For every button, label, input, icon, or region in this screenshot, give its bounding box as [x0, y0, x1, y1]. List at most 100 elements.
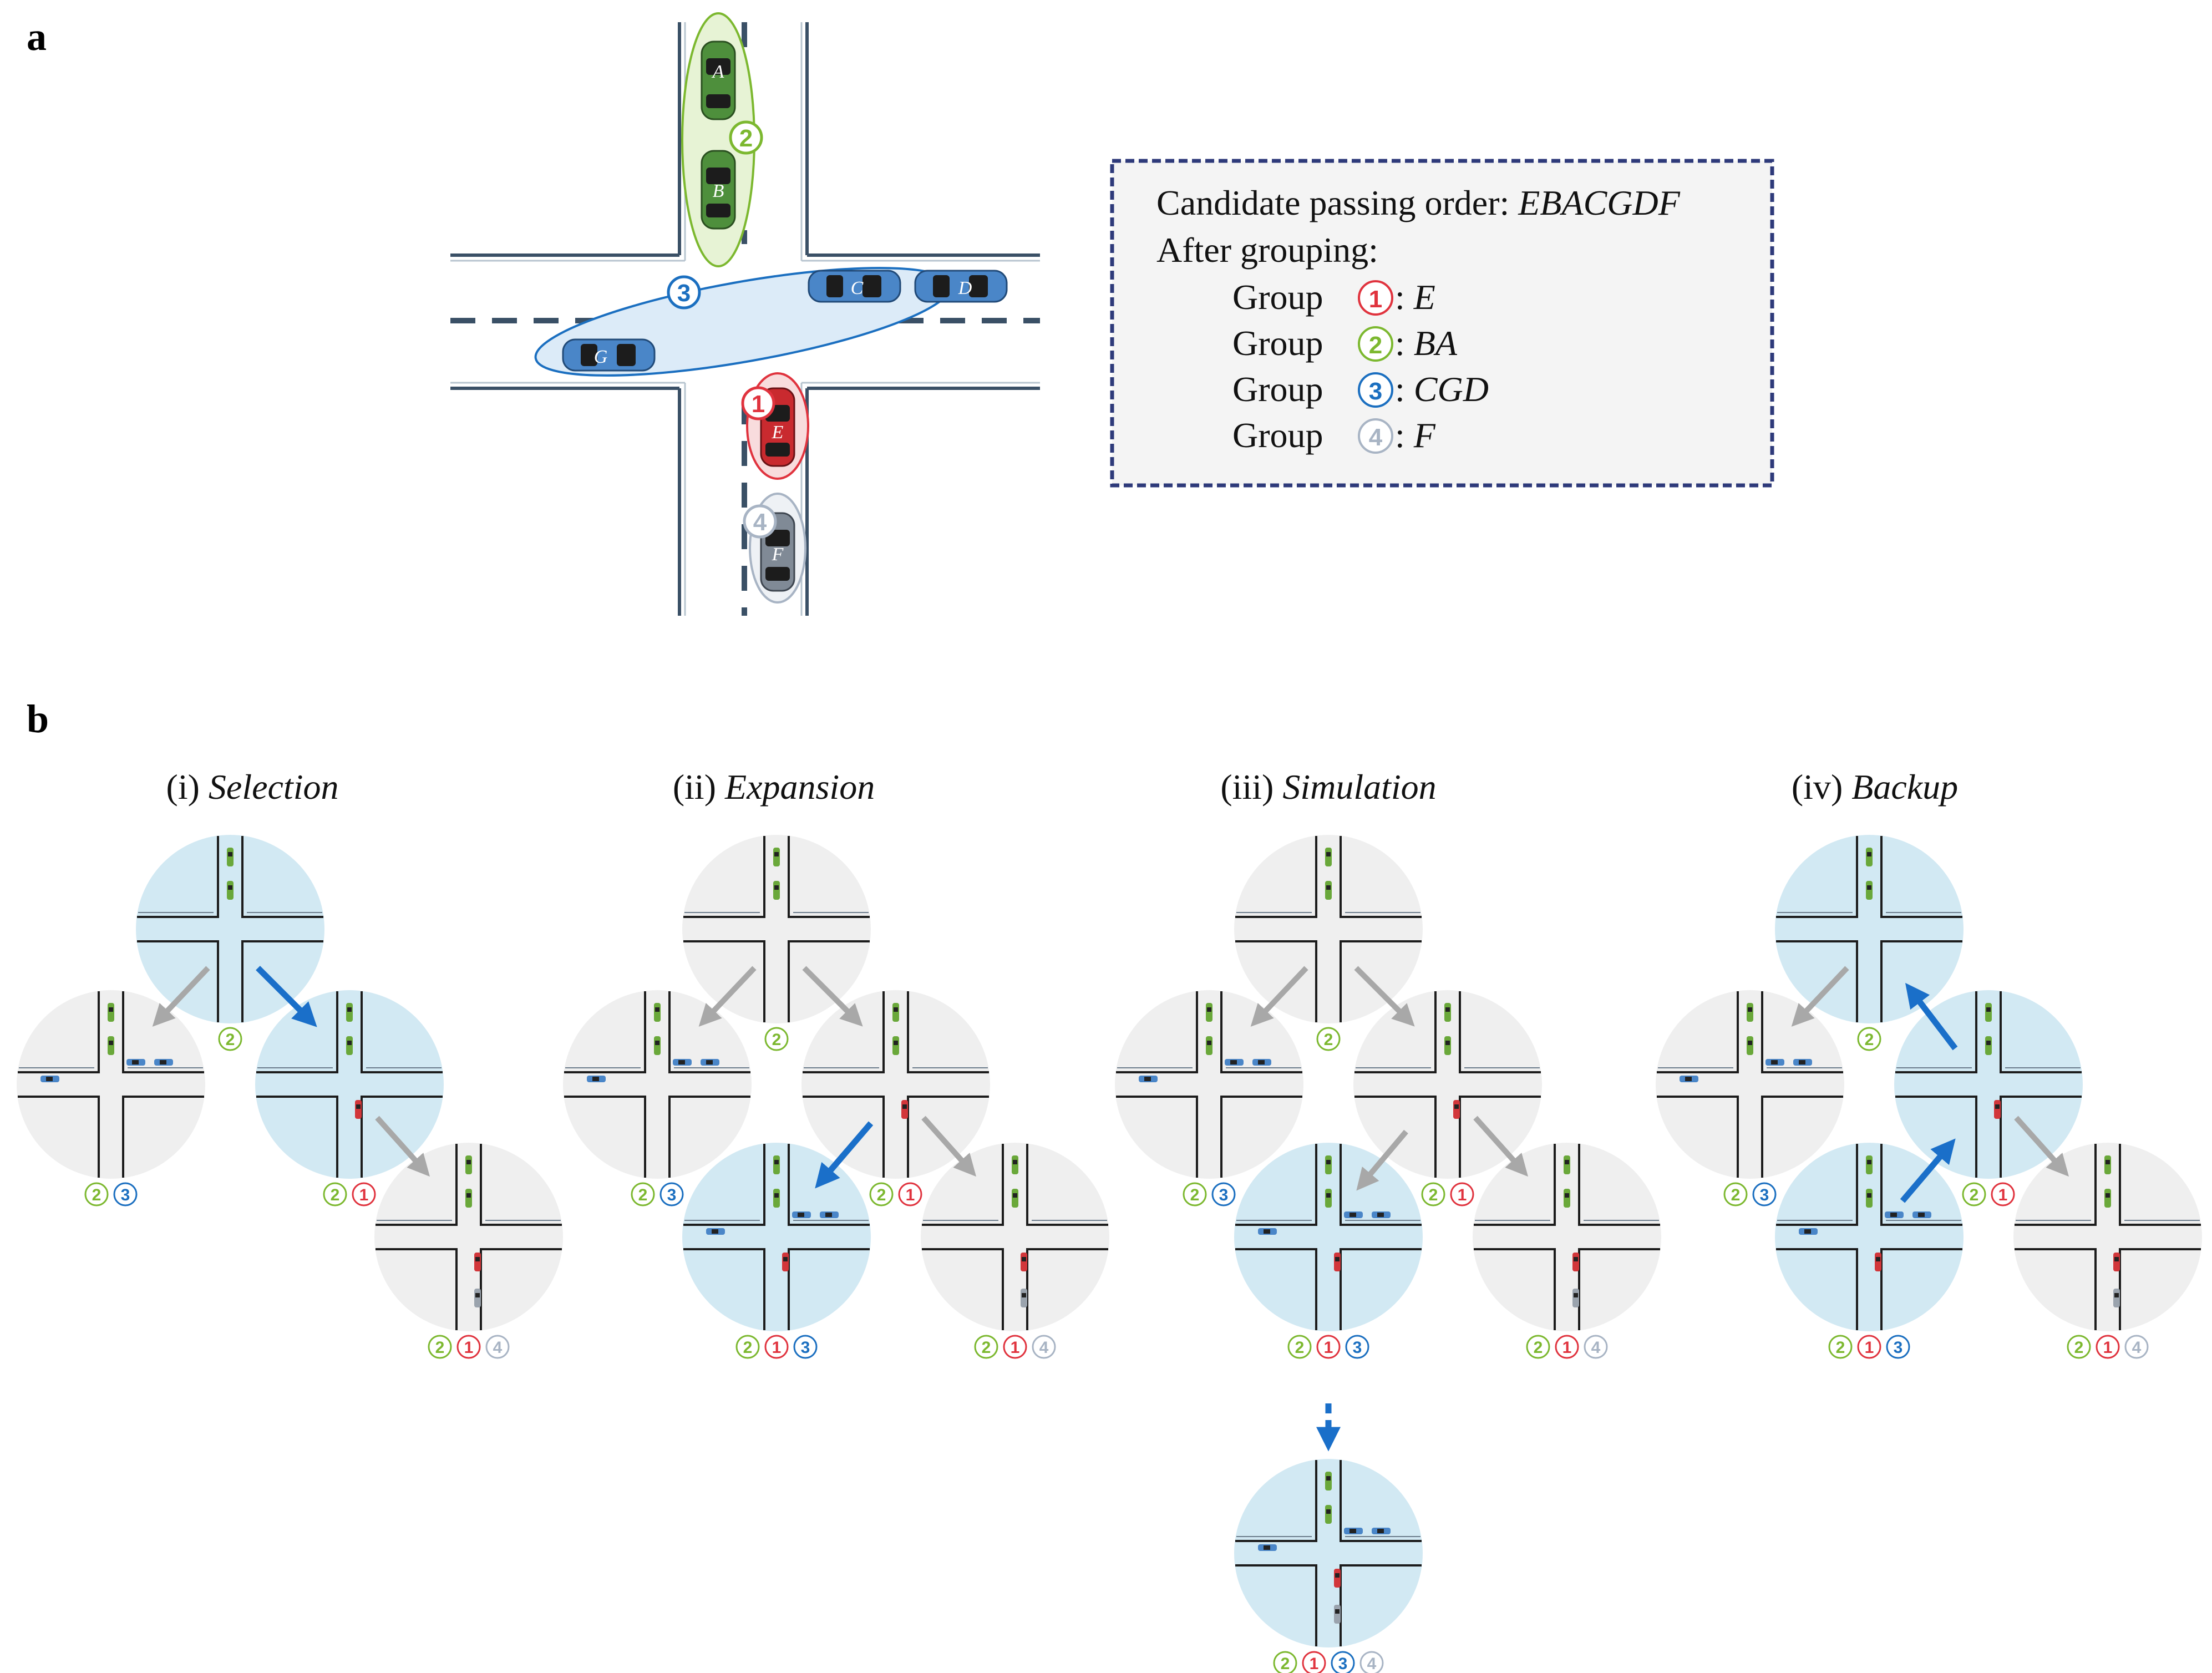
tree-node: 2 1 4 [1473, 1143, 1661, 1359]
inactive-arrow [921, 1116, 977, 1177]
svg-text:1: 1 [1458, 1186, 1467, 1204]
svg-text:3: 3 [801, 1339, 810, 1357]
group-3-badge: 3 [1211, 1182, 1236, 1206]
inactive-arrow [1791, 966, 1849, 1027]
group-1-badge: 1 [2096, 1335, 2120, 1359]
svg-text:1: 1 [906, 1186, 915, 1204]
svg-text:2: 2 [1295, 1339, 1305, 1357]
inactive-arrow [1250, 966, 1308, 1027]
tree-node: 2 1 3 [1234, 1143, 1423, 1359]
group-2-badge: 2 [1828, 1335, 1853, 1359]
group-2-badge: 2 [974, 1335, 998, 1359]
svg-text:1: 1 [752, 391, 765, 418]
svg-text:1: 1 [1865, 1339, 1874, 1357]
tree-node: 2 1 4 [2013, 1143, 2202, 1359]
svg-text:2: 2 [1836, 1339, 1845, 1357]
inactive-arrow [698, 966, 757, 1027]
svg-text:1: 1 [772, 1339, 782, 1357]
group-2-badge: 2 [1526, 1335, 1550, 1359]
svg-text:3: 3 [1894, 1339, 1903, 1357]
group-2-badge: 2 [1183, 1182, 1207, 1206]
group-2-badge: 2 [1316, 1027, 1341, 1051]
inactive-arrow [375, 1116, 430, 1177]
svg-text:1: 1 [1998, 1186, 2008, 1204]
active-arrow [815, 1121, 874, 1189]
svg-text:3: 3 [1338, 1655, 1348, 1673]
inactive-arrow [1354, 966, 1415, 1027]
inactive-arrow [802, 966, 863, 1027]
svg-text:2: 2 [1324, 1031, 1333, 1049]
group-2-badge: 2 [323, 1182, 347, 1206]
svg-text:3: 3 [1219, 1186, 1229, 1204]
legend-group-3: Group 3 : CGD [1232, 369, 1489, 409]
tree-node-new: 2 1 3 [682, 1143, 871, 1359]
group-1-badge: 1 [741, 386, 775, 420]
inactive-arrow [152, 966, 210, 1027]
group-2-badge: 2 [729, 120, 763, 155]
group-2-badge: 2 [869, 1182, 894, 1206]
step-title-simulation: (iii) Simulation [1220, 767, 1436, 807]
car-e-label: E [772, 422, 784, 443]
group-3-badge: 3 [1886, 1335, 1910, 1359]
svg-text:1: 1 [1011, 1339, 1020, 1357]
panel-b-letter: b [27, 697, 49, 741]
tree-node: 2 1 4 [374, 1143, 563, 1359]
svg-text:Group: Group [1232, 323, 1323, 363]
svg-text:2: 2 [1190, 1186, 1200, 1204]
svg-text:2: 2 [1369, 332, 1382, 359]
group-2-badge: 2 [735, 1335, 760, 1359]
svg-text:2: 2 [1281, 1655, 1290, 1673]
svg-text:2: 2 [1534, 1339, 1543, 1357]
svg-text:2: 2 [1429, 1186, 1438, 1204]
tree-node-root: 2 [682, 835, 871, 1051]
svg-text:3: 3 [1369, 378, 1382, 405]
legend-group-1: Group 1 : E [1232, 277, 1435, 317]
svg-text:2: 2 [331, 1186, 340, 1204]
svg-text:1: 1 [359, 1186, 369, 1204]
svg-text:2: 2 [2074, 1339, 2084, 1357]
candidate-order-text: Candidate passing order: EBACGDF [1156, 183, 1681, 222]
car-d-label: D [958, 278, 972, 298]
legend-group-2: Group 2 : BA [1232, 323, 1458, 363]
car-b: B [701, 150, 736, 230]
svg-text:1: 1 [464, 1339, 474, 1357]
svg-text:2: 2 [1731, 1186, 1741, 1204]
tree-node: 2 1 3 [1775, 1143, 1964, 1359]
svg-text:1: 1 [1324, 1339, 1333, 1357]
svg-text:2: 2 [772, 1031, 782, 1049]
grouping-legend: Candidate passing order: EBACGDF After g… [1110, 159, 1774, 488]
group-4-badge: 4 [1359, 1651, 1384, 1673]
group-1-badge: 1 [1450, 1182, 1474, 1206]
svg-text:3: 3 [677, 280, 691, 307]
svg-text:1: 1 [1369, 286, 1382, 313]
group-4-badge: 4 [485, 1335, 510, 1359]
tree-node: 2 1 4 [921, 1143, 1109, 1359]
svg-text:1: 1 [1562, 1339, 1572, 1357]
inactive-arrow [1473, 1116, 1529, 1177]
group-3-badge: 3 [1752, 1182, 1777, 1206]
search-trees: 2 3 2 12 1 42 22 3 2 12 1 42 1 322 3 2 12 1 42 1 32 1 3 42 32 1 42… [17, 835, 2202, 1673]
group-1-badge: 1 [456, 1335, 481, 1359]
legend-group-4: Group 4 : F [1232, 415, 1436, 455]
car-a-label: A [712, 62, 724, 82]
svg-text:2: 2 [92, 1186, 102, 1204]
svg-text:2: 2 [982, 1339, 991, 1357]
active-arrow [256, 966, 317, 1027]
car-f-label: F [772, 544, 784, 565]
group-4-badge: 4 [743, 504, 777, 539]
panel-a-letter: a [27, 14, 47, 59]
group-2-badge: 2 [764, 1027, 789, 1051]
svg-text:3: 3 [1760, 1186, 1769, 1204]
svg-text:4: 4 [1367, 1655, 1377, 1673]
svg-text:3: 3 [667, 1186, 677, 1204]
group-1-badge: 1 [1316, 1335, 1341, 1359]
svg-text:2: 2 [877, 1186, 886, 1204]
svg-text:4: 4 [493, 1339, 503, 1357]
svg-text:3: 3 [1353, 1339, 1362, 1357]
step-titles: (i) Selection (ii) Expansion (iii) Simul… [166, 767, 1959, 807]
